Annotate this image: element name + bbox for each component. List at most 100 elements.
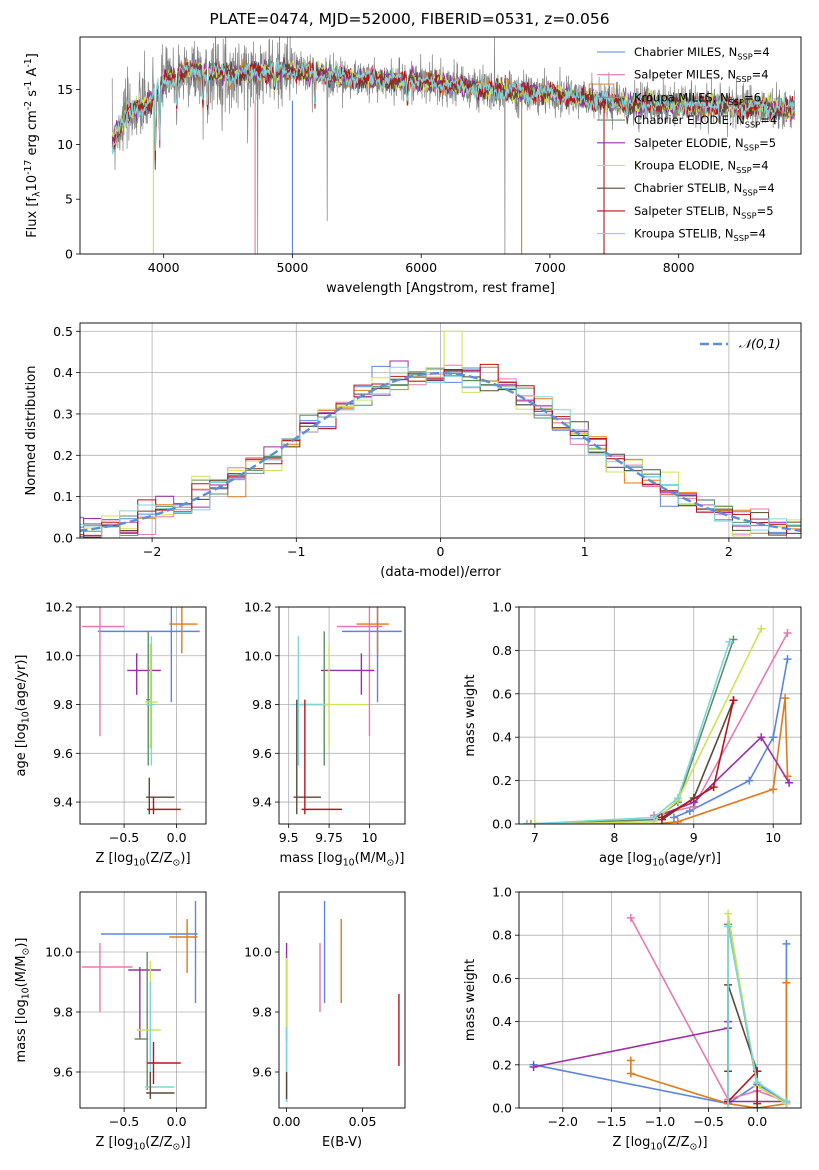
weight-line [533,1021,787,1103]
y-tick-label: 0.4 [492,1014,512,1029]
weight-marker [757,624,766,633]
weight-marker [626,1069,635,1078]
weight-line [526,639,735,824]
weight-marker [782,939,791,948]
x-tick-label: 0.0 [747,1114,767,1129]
y-tick-label: 0.3 [53,406,73,421]
x-axis-label: Z [log10(Z/Z⊙)] [612,1135,707,1153]
weight-marker [685,806,694,815]
x-tick-label: 1 [581,544,589,559]
plot-area [111,37,796,254]
x-tick-label: 0 [437,544,445,559]
x-tick-label: 5000 [277,260,309,275]
y-tick-label: 10.2 [244,600,272,615]
y-axis-label: mass [log10(M/M⊙)] [14,938,32,1063]
y-tick-label: 0 [65,247,73,262]
x-tick-label: 2 [725,544,733,559]
y-tick-label: 0.0 [53,531,73,546]
x-tick-label: −0.5 [693,1114,723,1129]
weight-line [630,917,787,1103]
x-tick-label: 7 [531,830,539,845]
panel-spectrum: 4000 5000 6000 7000 8000 0 5 10 15 wavelength [An… [23,36,802,296]
weight-line [530,697,789,824]
y-tick-label: 9.6 [53,1065,73,1080]
panel-age_weight: 7 8 9 10 0.0 0.2 0.4 0.6 0.8 1.0 age [log10(age/yr… [463,600,802,869]
weight-marker [782,978,791,987]
axes-frame [278,606,406,825]
x-tick-label: 10 [362,830,378,845]
weight-line [653,632,789,817]
weight-marker [757,733,766,742]
weight-marker [626,913,635,922]
y-tick-label: 1.0 [492,885,512,900]
weight-marker [745,776,754,785]
residual-histogram [80,366,801,538]
weight-marker [650,813,659,822]
y-tick-label: 0.2 [492,1057,512,1072]
weight-marker [522,820,531,824]
x-tick-label: 0.00 [273,1114,301,1129]
legend-label: Salpeter MILES, NSSP=4 [634,68,769,85]
x-tick-label: 9.5 [279,830,299,845]
y-tick-label: 1.0 [492,600,512,615]
y-tick-label: 0.6 [492,686,512,701]
axes-frame [518,606,802,825]
weight-marker [781,694,790,703]
x-tick-label: −1 [287,544,305,559]
y-axis-label: Flux [fλ10-17 erg cm-2 s-1 A-1] [23,53,43,238]
x-tick-label: 7000 [534,260,566,275]
plot-area [285,901,400,1102]
y-tick-label: 9.8 [53,697,73,712]
legend-label: Kroupa ELODIE, NSSP=4 [634,159,769,176]
normal-curve [80,371,801,533]
weight-marker [530,820,539,824]
weight-marker [725,637,734,646]
weight-line [727,1069,758,1108]
x-tick-label: −1.0 [645,1114,675,1129]
panel-Z_weight: −2.0 −1.5 −1.0 −0.5 0.0 0.0 0.2 0.4 0.6 0.8 1.0 Z [… [463,885,802,1153]
y-axis-label: Normed distribution [24,366,39,496]
panel-Z_mass: −0.5 0.0 9.6 9.8 10.0 Z [log10(Z/Z⊙)] mass [lo… [14,891,207,1153]
panel-Z_age: −0.5 0.0 9.4 9.6 9.8 10.0 10.2 Z [log10(Z/Z⊙)] a… [14,600,207,869]
x-axis-label: (data-model)/error [380,565,501,580]
y-tick-label: 9.8 [252,1005,272,1020]
y-axis-label: mass weight [463,674,478,756]
y-tick-label: 0.2 [53,448,73,463]
x-axis-label: wavelength [Angstrom, rest frame] [326,281,555,296]
x-tick-label: 9 [690,830,698,845]
x-tick-label: −1.5 [596,1114,626,1129]
weight-marker [785,778,794,787]
model-spectrum-line [111,58,796,155]
y-tick-label: 15 [57,82,73,97]
weight-marker [724,909,733,918]
y-axis-label: age [log10(age/yr)] [14,655,32,777]
legend-label: Salpeter ELODIE, NSSP=5 [634,136,776,153]
y-tick-label: 0.0 [492,1101,512,1116]
y-tick-label: 10.2 [45,600,73,615]
panel-ebv_mass: 0.00 0.05 9.6 9.8 10.0 E(B-V) [244,891,406,1150]
y-tick-label: 5 [65,192,73,207]
x-axis-label: Z [log10(Z/Z⊙)] [95,851,190,869]
y-tick-label: 9.4 [252,795,272,810]
weight-marker [729,696,738,705]
weight-marker [673,793,682,802]
x-tick-label: −2.0 [548,1114,578,1129]
y-tick-label: 0.0 [492,817,512,832]
legend-label: Salpeter STELIB, NSSP=5 [634,204,774,221]
x-tick-label: 10 [765,830,781,845]
residual-histogram [80,365,801,537]
weight-marker [753,1104,762,1108]
y-tick-label: 0.1 [53,489,73,504]
weight-marker [783,629,792,638]
weight-line [534,628,763,824]
y-tick-label: 0.2 [492,773,512,788]
y-tick-label: 10.0 [45,648,73,663]
x-axis-label: E(B-V) [322,1135,362,1150]
y-tick-label: 9.8 [53,1005,73,1020]
weight-marker [709,783,718,792]
plot-area [82,901,198,1099]
axes-frame [518,891,802,1109]
x-tick-label: 8 [610,830,618,845]
weight-marker [783,655,792,664]
